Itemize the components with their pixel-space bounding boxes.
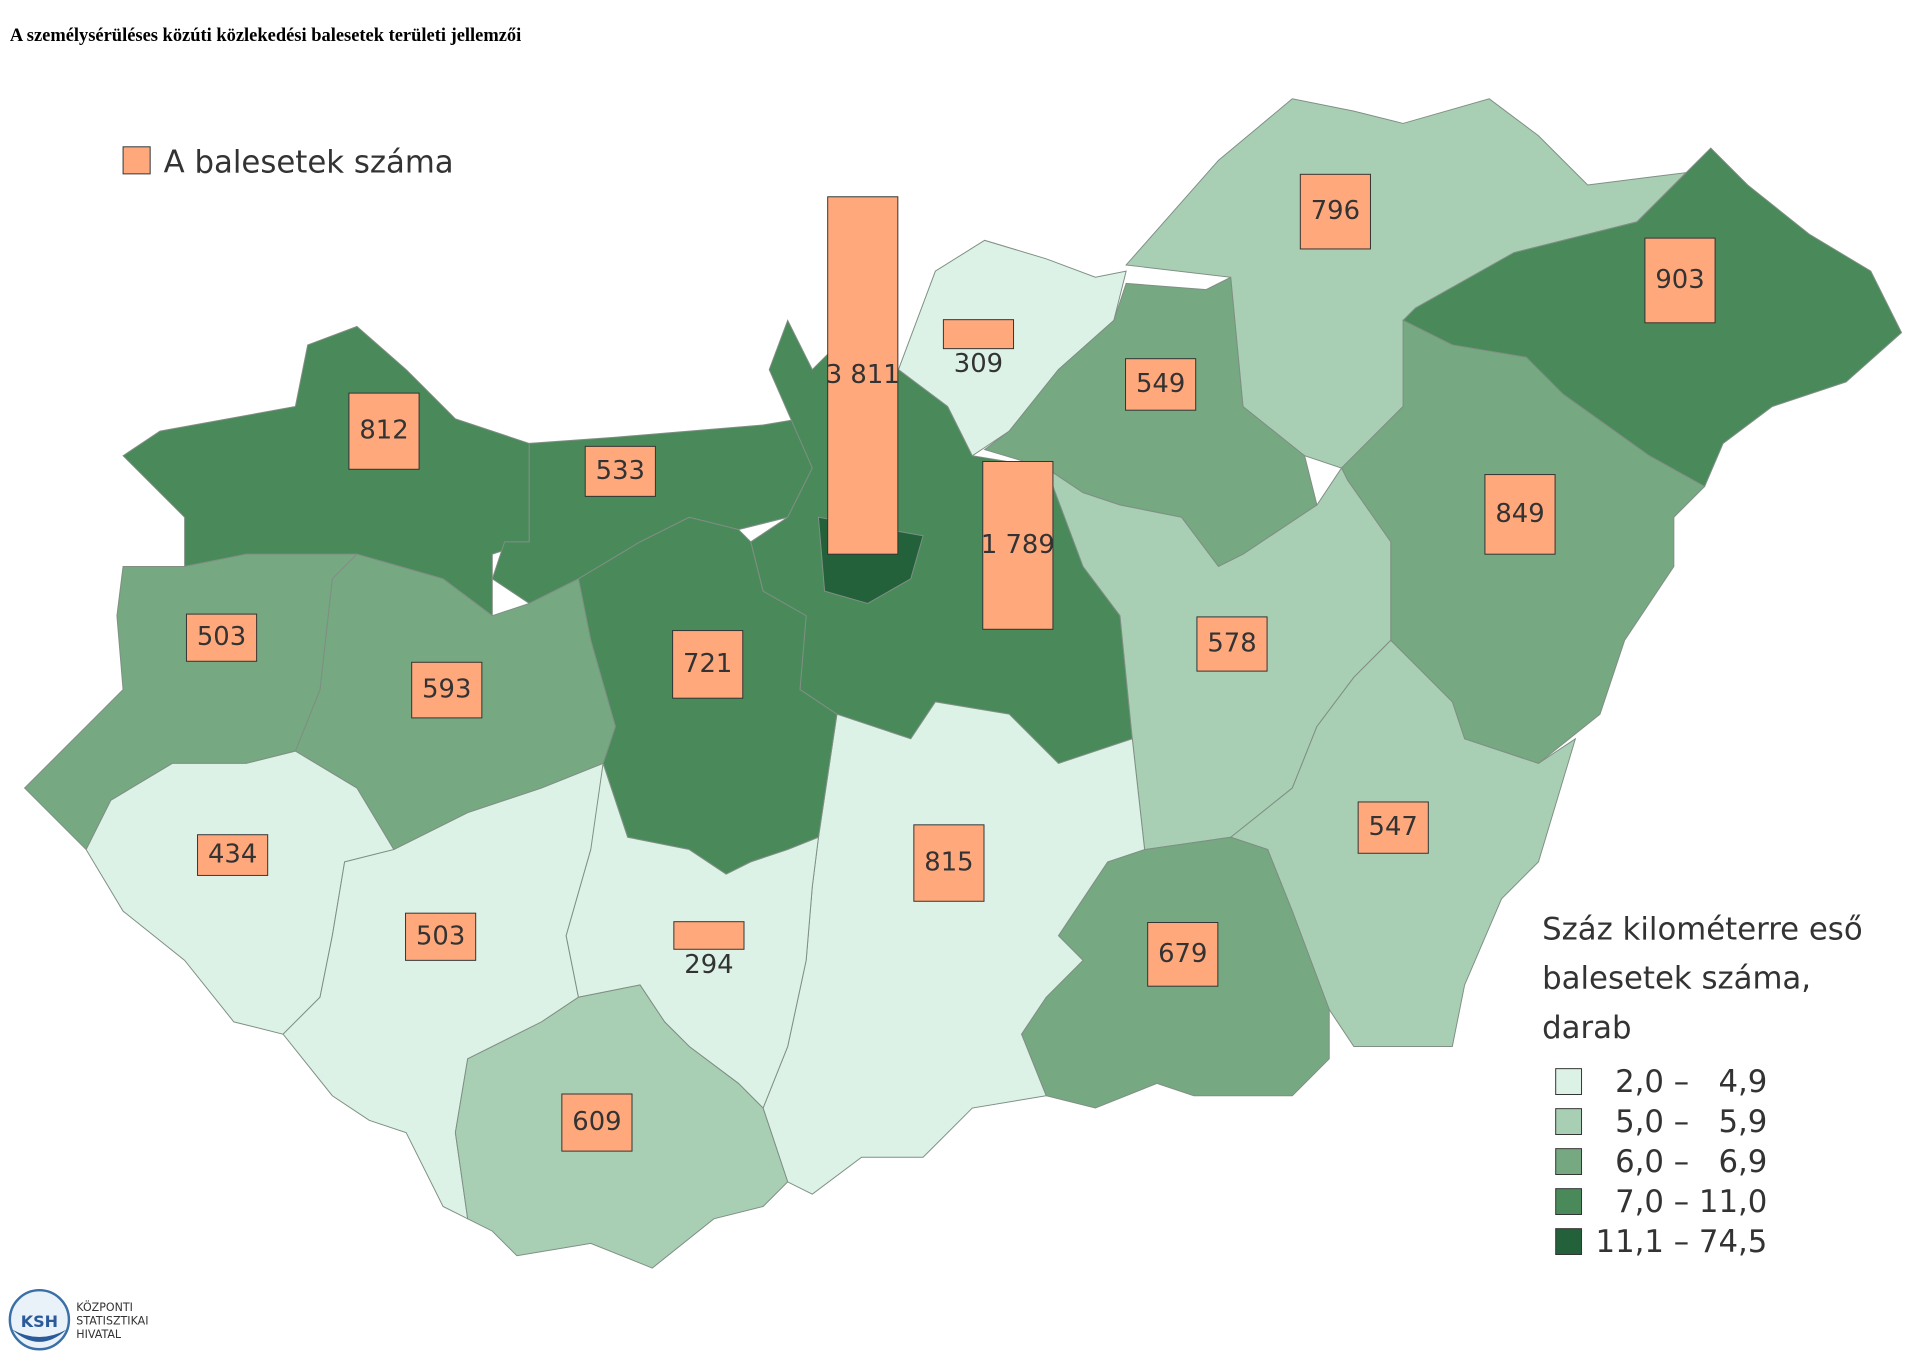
legend-label: A balesetek száma (164, 145, 454, 181)
bar (1357, 801, 1429, 854)
bar (561, 1093, 633, 1152)
bar (827, 196, 899, 555)
logo-line: HIVATAL (76, 1328, 122, 1341)
bar (982, 460, 1054, 630)
legend-swatch (1555, 1068, 1583, 1095)
bar (673, 921, 745, 950)
legend-title: balesetek száma, (1542, 961, 1811, 997)
bar (913, 824, 985, 902)
logo-circle (8, 1288, 71, 1351)
bar-label: 3 811 (826, 360, 900, 390)
bar (1644, 237, 1716, 324)
legend-title: darab (1542, 1010, 1631, 1046)
bar (584, 445, 656, 497)
bar-label: 609 (572, 1107, 621, 1137)
bar-label: 849 (1495, 499, 1544, 529)
bar (1196, 616, 1268, 672)
bar (348, 392, 420, 470)
logo-mark: KSH (21, 1312, 58, 1331)
logo: KSH KÖZPONTI STATISZTIKAI HIVATAL (8, 1288, 148, 1351)
bar-label: 578 (1207, 629, 1256, 659)
logo-line: STATISZTIKAI (76, 1315, 148, 1328)
bar-label: 903 (1655, 265, 1704, 295)
bar (185, 613, 258, 662)
logo-swoosh (12, 1329, 67, 1342)
legend-swatch (1555, 1228, 1583, 1255)
legend-label: 11,1 – 74,5 (1596, 1224, 1768, 1260)
legend-swatch (1555, 1188, 1583, 1215)
title: A személysérüléses közúti közlekedési ba… (10, 25, 521, 45)
bar-label: 796 (1311, 196, 1360, 226)
bar (197, 834, 269, 876)
bar (1147, 922, 1219, 987)
legend-swatch (1555, 1148, 1583, 1175)
bar-label: 549 (1136, 369, 1185, 399)
bar (405, 912, 477, 961)
bar-label: 679 (1158, 939, 1207, 969)
bar-label: 812 (359, 416, 408, 446)
bar-label: 815 (924, 848, 973, 878)
logo-line: KÖZPONTI (76, 1301, 133, 1314)
bar-label: 533 (596, 456, 645, 486)
bar (942, 319, 1015, 350)
legend-label: 2,0 – 4,9 (1615, 1064, 1767, 1100)
bar (411, 661, 483, 719)
bar-label: 503 (416, 921, 465, 951)
bar-label: 434 (208, 840, 257, 870)
bar (1299, 173, 1371, 250)
bar-label: 547 (1369, 812, 1418, 842)
bar-label: 593 (422, 675, 471, 705)
bar-label: 294 (684, 950, 733, 980)
bar (1125, 358, 1197, 411)
bar-label: 503 (197, 622, 246, 652)
bar (672, 630, 744, 699)
bar-label: 1 789 (981, 530, 1055, 560)
bar-label: 721 (683, 649, 732, 679)
legend-label: 7,0 – 11,0 (1615, 1184, 1767, 1220)
legend-swatch (1555, 1108, 1583, 1135)
bar (1484, 474, 1556, 555)
legend-swatch (122, 146, 151, 175)
legend-title: Száz kilométerre eső (1542, 911, 1863, 947)
legend-label: 6,0 – 6,9 (1615, 1144, 1767, 1180)
bar-label: 309 (954, 349, 1003, 379)
legend-label: 5,0 – 5,9 (1615, 1104, 1767, 1140)
